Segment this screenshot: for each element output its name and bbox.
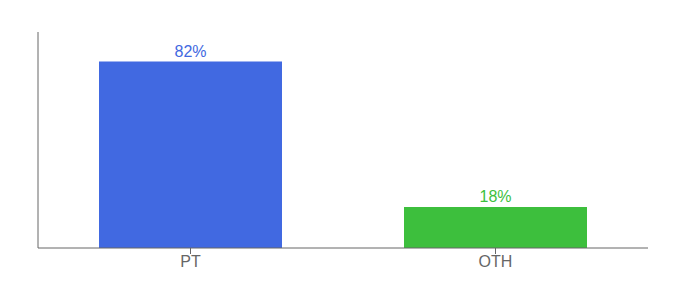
- svg-text:PT: PT: [180, 253, 201, 270]
- svg-text:82%: 82%: [174, 43, 206, 60]
- svg-text:OTH: OTH: [479, 253, 513, 270]
- svg-text:18%: 18%: [479, 188, 511, 205]
